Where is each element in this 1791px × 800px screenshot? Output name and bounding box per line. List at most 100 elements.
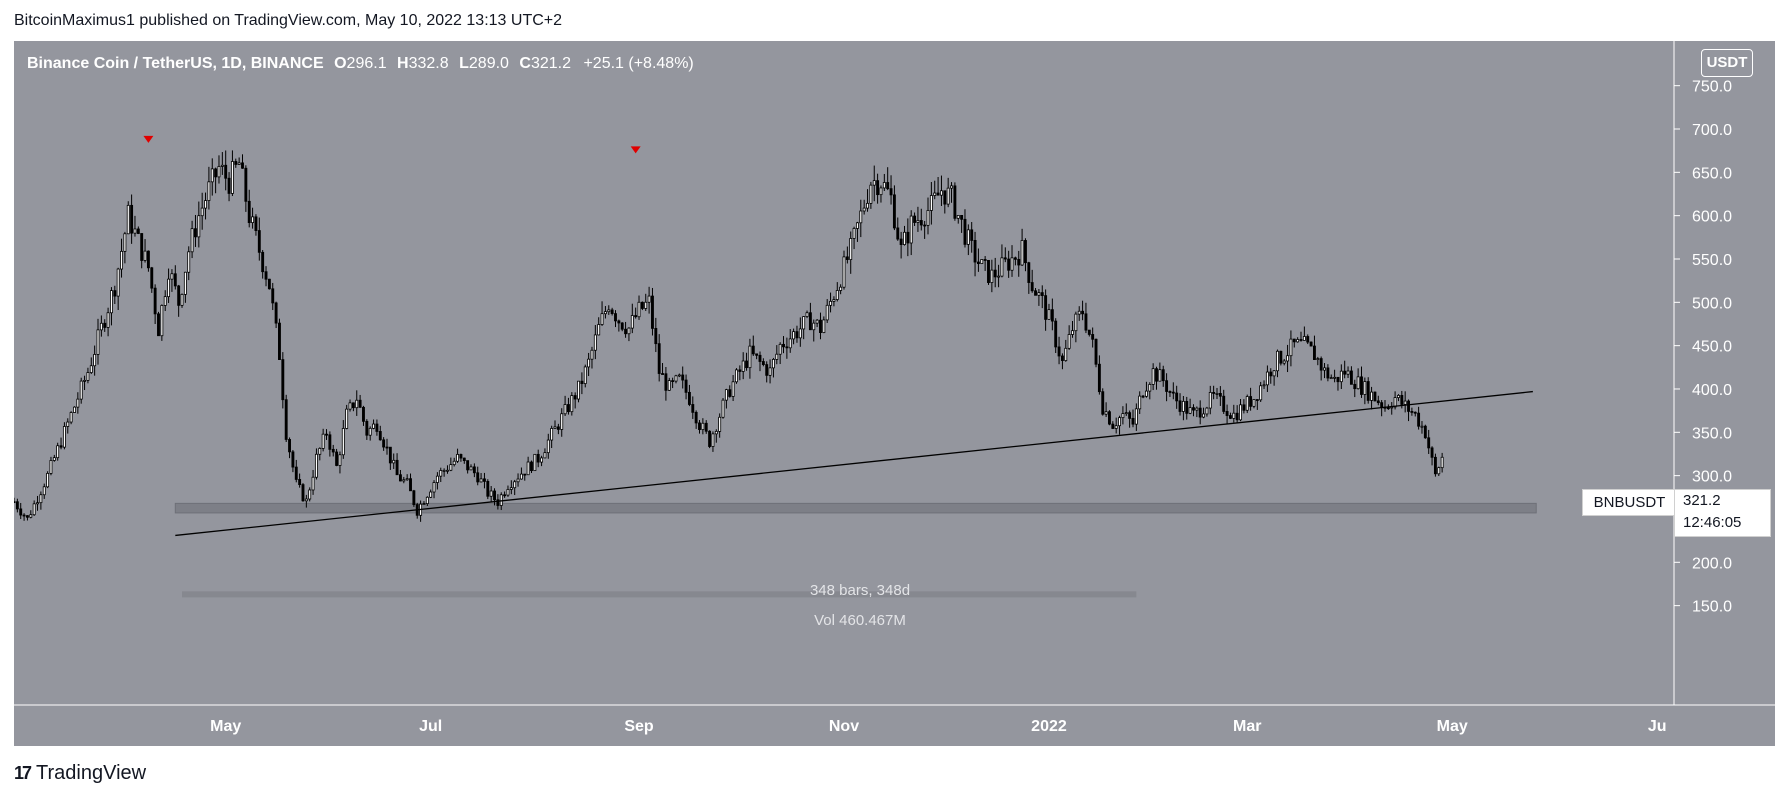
candle-down bbox=[530, 461, 533, 472]
candle-up bbox=[56, 445, 60, 459]
measure-bars-label: 348 bars, 348d bbox=[809, 582, 911, 599]
candle-up bbox=[456, 454, 460, 462]
candlestick-chart[interactable]: 750.0 700.0 650.0 600.0 550.0 500.0 450.0 400.0… bbox=[14, 41, 1775, 746]
candle-up bbox=[946, 187, 950, 205]
candle-down bbox=[1198, 407, 1202, 418]
candle-up bbox=[1195, 407, 1199, 411]
candle-down bbox=[664, 373, 668, 391]
candle-down bbox=[412, 490, 416, 506]
candle-down bbox=[610, 309, 614, 315]
candle-up bbox=[32, 503, 36, 516]
candle-up bbox=[204, 200, 207, 209]
candle-down bbox=[963, 218, 967, 245]
x-tick-label: Sep bbox=[624, 718, 654, 735]
candle-up bbox=[966, 229, 970, 245]
candle-down bbox=[328, 434, 332, 450]
candle-up bbox=[950, 185, 953, 189]
candle-down bbox=[728, 389, 732, 397]
candle-down bbox=[362, 406, 365, 422]
candle-down bbox=[1433, 456, 1437, 475]
candle-up bbox=[49, 460, 53, 474]
candle-down bbox=[476, 472, 480, 483]
candle-up bbox=[1158, 369, 1162, 382]
candle-down bbox=[19, 508, 23, 516]
candle-up bbox=[79, 380, 83, 400]
candle-up bbox=[909, 215, 913, 244]
candle-up bbox=[1296, 339, 1300, 343]
candle-down bbox=[224, 164, 228, 179]
candle-down bbox=[1269, 371, 1273, 377]
candle-down bbox=[1242, 404, 1246, 411]
candle-down bbox=[1161, 369, 1165, 382]
candle-down bbox=[1034, 290, 1037, 296]
candle-down bbox=[257, 230, 261, 253]
candle-up bbox=[788, 338, 792, 349]
candle-up bbox=[116, 268, 120, 297]
candle-up bbox=[1252, 399, 1256, 407]
candle-down bbox=[103, 322, 107, 328]
candle-down bbox=[25, 515, 29, 518]
candle-up bbox=[590, 349, 594, 360]
candle-up bbox=[446, 469, 449, 472]
candle-up bbox=[711, 433, 715, 447]
candle-up bbox=[66, 421, 70, 427]
candle-up bbox=[1286, 355, 1290, 362]
candle-down bbox=[1222, 395, 1226, 412]
candle-up bbox=[714, 430, 718, 435]
candle-up bbox=[835, 290, 839, 300]
candle-down bbox=[365, 420, 369, 436]
candle-down bbox=[899, 238, 903, 245]
candle-up bbox=[93, 354, 97, 367]
candle-down bbox=[808, 312, 812, 331]
footer-brand[interactable]: 17 TradingView bbox=[14, 762, 146, 785]
candle-down bbox=[1175, 392, 1179, 402]
candle-up bbox=[768, 367, 772, 376]
candle-down bbox=[496, 499, 500, 506]
candle-down bbox=[694, 411, 698, 424]
candle-up bbox=[513, 481, 517, 489]
candle-up bbox=[435, 475, 439, 483]
candle-down bbox=[1225, 411, 1229, 416]
candle-up bbox=[587, 358, 591, 368]
candle-up bbox=[341, 428, 345, 456]
candle-up bbox=[825, 304, 829, 321]
support-zone bbox=[174, 502, 1537, 514]
candle-down bbox=[1141, 395, 1145, 398]
candle-up bbox=[207, 181, 211, 201]
candle-up bbox=[1363, 381, 1367, 395]
candle-up bbox=[402, 479, 406, 482]
candle-down bbox=[267, 278, 271, 290]
candle-down bbox=[1349, 370, 1353, 385]
candle-up bbox=[644, 301, 648, 309]
candle-up bbox=[1064, 347, 1068, 361]
candle-up bbox=[577, 380, 580, 400]
candle-down bbox=[378, 431, 382, 441]
candle-down bbox=[1030, 282, 1034, 292]
candle-down bbox=[624, 328, 628, 335]
candle-down bbox=[1235, 412, 1239, 421]
candle-up bbox=[546, 439, 550, 454]
currency-button[interactable]: USDT bbox=[1701, 49, 1753, 77]
candle-up bbox=[187, 251, 191, 273]
last-price-value: 321.2 bbox=[1683, 492, 1721, 509]
candle-down bbox=[335, 451, 339, 466]
candle-down bbox=[493, 490, 496, 501]
candle-down bbox=[1380, 402, 1384, 408]
candle-up bbox=[735, 369, 738, 383]
candle-up bbox=[1010, 257, 1014, 271]
candle-up bbox=[1289, 338, 1293, 357]
candle-down bbox=[657, 343, 661, 374]
close-label: C bbox=[519, 55, 531, 72]
candle-down bbox=[398, 474, 402, 482]
candle-down bbox=[943, 190, 947, 205]
candle-up bbox=[126, 204, 130, 235]
candle-up bbox=[99, 322, 103, 331]
candle-down bbox=[1255, 399, 1259, 401]
tradingview-logo-icon: 17 bbox=[14, 763, 32, 783]
candle-down bbox=[1128, 412, 1132, 419]
candle-up bbox=[368, 427, 372, 436]
candle-down bbox=[651, 295, 654, 329]
candle-up bbox=[1121, 413, 1125, 419]
candle-down bbox=[1060, 355, 1064, 361]
candle-down bbox=[194, 228, 197, 238]
